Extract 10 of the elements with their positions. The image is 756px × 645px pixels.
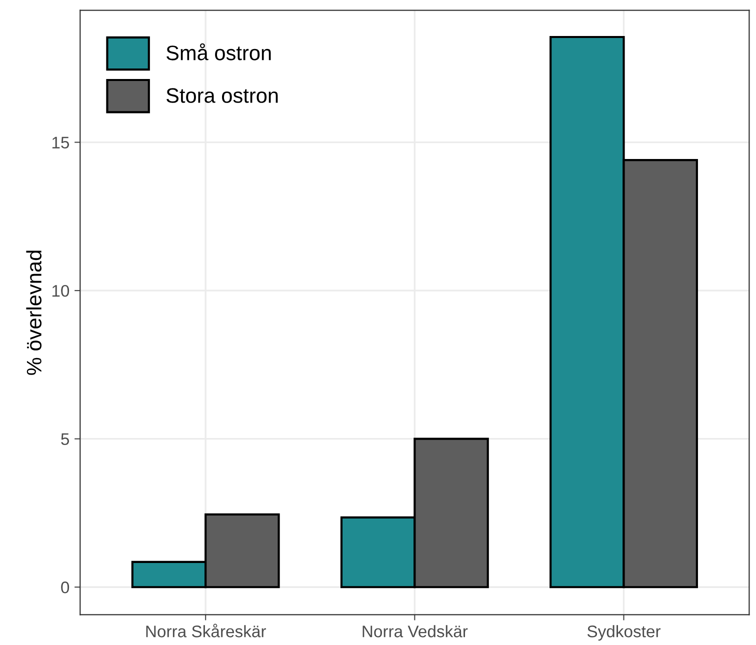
legend-label: Små ostron <box>166 43 271 60</box>
x-tick-label: Norra Skåreskär <box>146 624 266 638</box>
y-tick-label: 15 <box>52 136 70 148</box>
legend-label: Stora ostron <box>166 88 278 103</box>
y-tick-label: 10 <box>52 284 70 297</box>
y-tick-label: 0 <box>61 582 70 594</box>
y-axis-title: % överlevnad <box>26 250 42 375</box>
x-tick-label: Norra Vedskär <box>362 625 468 638</box>
y-tick-label: 5 <box>61 433 70 446</box>
x-tick-label: Sydkoster <box>587 625 661 641</box>
